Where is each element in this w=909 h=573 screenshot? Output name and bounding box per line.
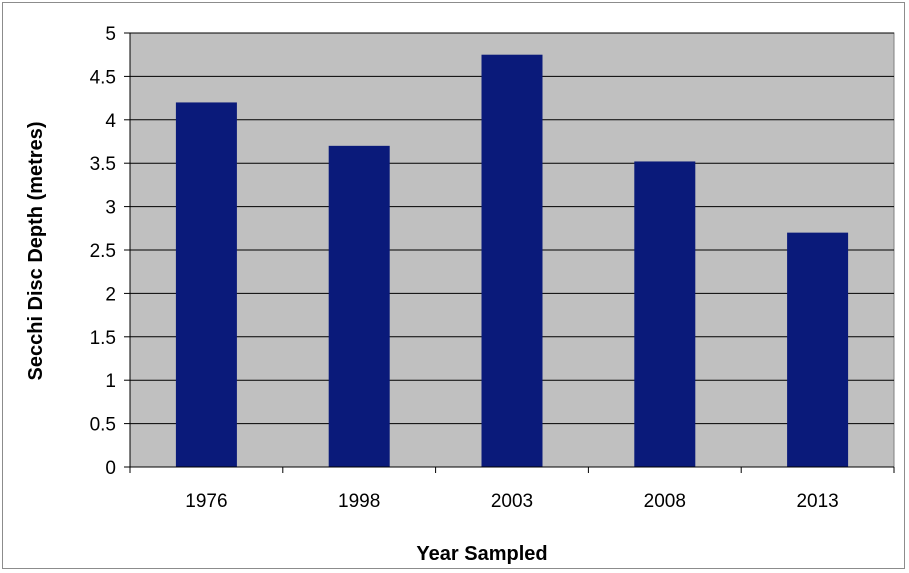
- x-tick-label: 1976: [185, 491, 227, 512]
- y-tick-label: 5: [105, 24, 116, 45]
- y-tick-label: 3: [105, 198, 116, 219]
- y-tick-label: 2: [105, 284, 116, 305]
- x-tick-label: 2008: [644, 491, 686, 512]
- x-tick-label: 1998: [338, 491, 380, 512]
- y-axis-title: Secchi Disc Depth (metres): [25, 122, 47, 381]
- bar-2013: [787, 232, 849, 467]
- bars: [175, 54, 849, 468]
- bar-2008: [634, 161, 696, 468]
- y-tick-label: 0.5: [90, 415, 116, 436]
- y-tick-label: 3.5: [90, 154, 116, 175]
- x-axis-title: Year Sampled: [416, 543, 547, 565]
- y-tick-label: 0: [105, 458, 116, 479]
- y-axis-ticks: 0 0.5 1 1.5 2 2.5 3 3.5 4 4.5 5: [90, 24, 130, 479]
- y-tick-label: 4: [105, 111, 116, 132]
- x-axis-ticks: 1976 1998 2003 2008 2013: [129, 467, 895, 512]
- bar-2003: [481, 54, 543, 467]
- x-tick-label: 2013: [796, 491, 838, 512]
- y-tick-label: 1.5: [90, 328, 116, 349]
- bar-1976: [175, 102, 237, 467]
- bar-1998: [328, 145, 390, 467]
- y-tick-label: 2.5: [90, 241, 116, 262]
- y-tick-label: 1: [105, 371, 116, 392]
- x-tick-label: 2003: [491, 491, 533, 512]
- y-tick-label: 4.5: [90, 67, 116, 88]
